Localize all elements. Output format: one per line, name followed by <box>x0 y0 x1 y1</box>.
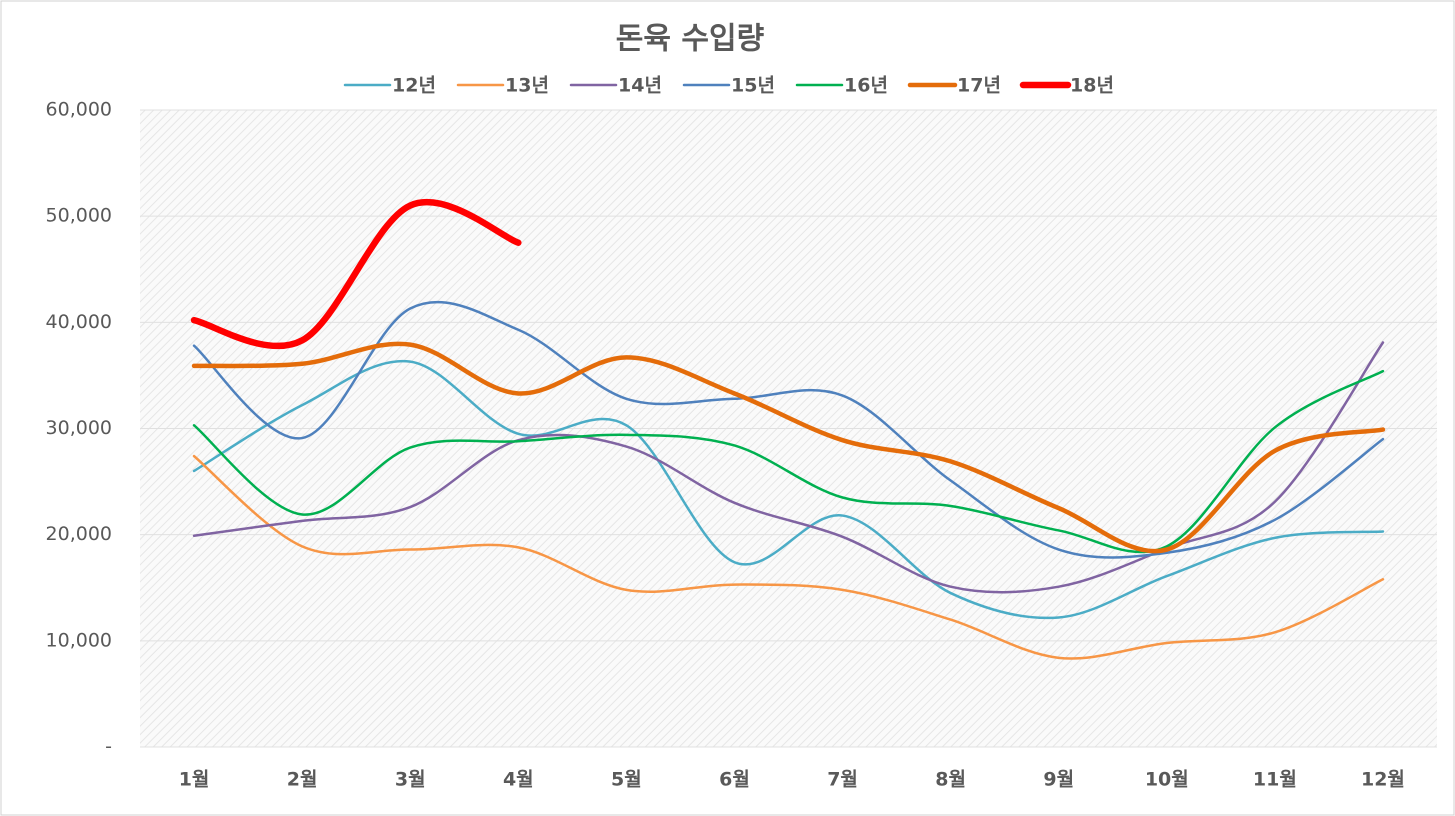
series-line <box>190 198 522 350</box>
y-tick-label: 40,000 <box>46 311 112 333</box>
x-tick-label: 5월 <box>611 769 642 791</box>
chart-title: 돈육 수입량 <box>616 22 765 57</box>
x-tick-label: 3월 <box>395 769 426 791</box>
y-tick-label: 50,000 <box>46 205 112 227</box>
x-tick-label: 9월 <box>1043 769 1074 791</box>
legend-label: 15년 <box>731 75 775 97</box>
series-line <box>192 369 1385 554</box>
x-tick-label: 11월 <box>1253 769 1297 791</box>
legend-label: 12년 <box>392 75 436 97</box>
x-tick-label: 8월 <box>935 769 966 791</box>
y-tick-label: - <box>105 736 112 758</box>
legend-label: 17년 <box>957 75 1001 97</box>
x-tick-label: 6월 <box>719 769 750 791</box>
series-line <box>192 454 1385 660</box>
y-tick-label: 20,000 <box>46 523 112 545</box>
x-tick-label: 7월 <box>827 769 858 791</box>
series-line <box>191 341 1386 554</box>
legend-label: 18년 <box>1070 75 1114 97</box>
legend-label: 14년 <box>618 75 662 97</box>
y-tick-label: 30,000 <box>46 417 112 439</box>
x-tick-label: 4월 <box>503 769 534 791</box>
series-line <box>192 341 1385 594</box>
y-tick-label: 60,000 <box>46 99 112 121</box>
x-tick-label: 2월 <box>287 769 318 791</box>
legend-label: 13년 <box>505 75 549 97</box>
series-line <box>192 359 1385 620</box>
x-tick-label: 12월 <box>1361 769 1405 791</box>
x-tick-label: 1월 <box>179 769 210 791</box>
legend-label: 16년 <box>844 75 888 97</box>
x-tick-label: 10월 <box>1145 769 1189 791</box>
y-tick-label: 10,000 <box>46 629 112 651</box>
